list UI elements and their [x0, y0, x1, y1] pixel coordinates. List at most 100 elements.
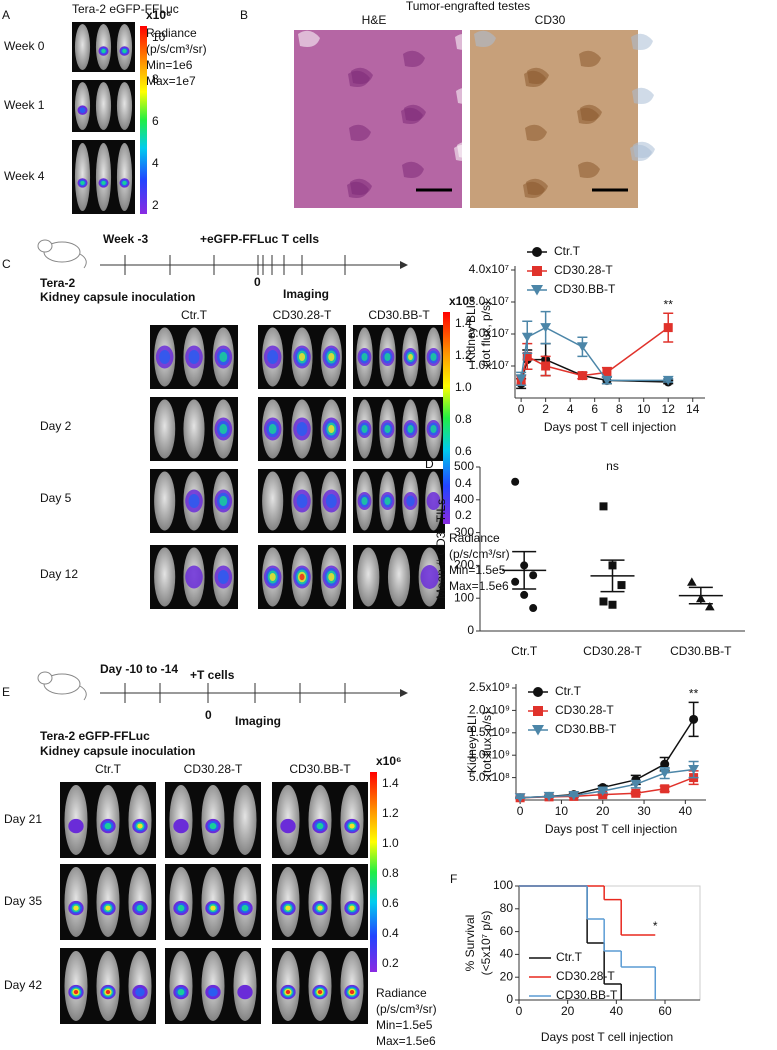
- mouse: [116, 82, 133, 130]
- colorbar-caption: Min=1.5e5: [376, 1018, 433, 1032]
- colorbar: [140, 26, 147, 214]
- bli-signal: [79, 107, 86, 114]
- histology-texture: [523, 181, 545, 198]
- x-tick-label: 40: [679, 804, 693, 818]
- bli-signal: [68, 818, 84, 834]
- histology-texture: [349, 124, 371, 141]
- histology-texture: [402, 161, 424, 178]
- x-tick-label: 20: [596, 804, 610, 818]
- row-label: Day 12: [40, 567, 78, 581]
- row-label: Day 42: [4, 978, 42, 992]
- bli-signal: [105, 905, 111, 911]
- data-point: [705, 602, 715, 611]
- legend-label: CD30.28-T: [555, 703, 614, 717]
- data-point: [662, 375, 674, 386]
- legend-label: CD30.BB-T: [554, 282, 616, 296]
- x-tick-label: CD30.BB-T: [670, 644, 732, 658]
- y-axis-title: Kidney BLI: [464, 305, 478, 363]
- x-tick-label: 0: [518, 402, 525, 416]
- mouse: [154, 399, 176, 459]
- bli-signal: [136, 904, 144, 912]
- histology-texture: [632, 87, 654, 104]
- bli-signal: [135, 987, 145, 997]
- data-point: [617, 581, 626, 590]
- data-point: [608, 600, 617, 609]
- bli-signal: [280, 818, 296, 834]
- colorbar-caption: (p/s/cm³/sr): [376, 1002, 437, 1016]
- y-axis-title: (<5x10⁷ p/s): [479, 911, 493, 976]
- y-tick-label: 200: [454, 558, 474, 572]
- mouse: [154, 471, 176, 531]
- bli-signal: [173, 818, 189, 834]
- timeline-label: Kidney capsule inoculation: [40, 290, 195, 304]
- bli-signal: [361, 425, 368, 433]
- mouse-head: [37, 671, 53, 685]
- x-tick-label: CD30.28-T: [583, 644, 642, 658]
- colorbar-tick-label: 0.8: [382, 866, 399, 880]
- colorbar-tick-label: 8: [152, 72, 159, 86]
- histology-texture: [579, 50, 601, 67]
- bli-signal: [349, 823, 355, 829]
- data-point: [522, 351, 532, 361]
- x-axis-title: Days post T cell injection: [541, 1030, 673, 1044]
- data-point: [529, 604, 538, 613]
- colorbar-tick-label: 0.8: [455, 412, 472, 426]
- x-tick-label: 10: [555, 804, 569, 818]
- x-tick-label: 40: [610, 1004, 624, 1018]
- x-axis-title: Days post T cell injection: [545, 822, 677, 836]
- bli-signal: [328, 573, 335, 581]
- colorbar-caption: Min=1e6: [146, 58, 193, 72]
- bli-signal: [317, 990, 323, 995]
- column-label: CD30.BB-T: [289, 762, 351, 776]
- histology-texture: [631, 33, 653, 50]
- bli-signal: [406, 495, 415, 507]
- sem-bar: [512, 550, 537, 590]
- sem-bar: [688, 586, 713, 605]
- histology-texture: [347, 181, 369, 198]
- data-point: [543, 791, 555, 802]
- y-tick-label: 0: [467, 623, 474, 637]
- data-point: [687, 577, 697, 586]
- histology-image: [294, 30, 462, 208]
- timeline-label: +eGFP-FFLuc T cells: [200, 232, 319, 246]
- mouse: [154, 547, 176, 607]
- row-label: Day 35: [4, 894, 42, 908]
- bli-signal: [73, 990, 79, 995]
- bli-signal: [299, 573, 305, 581]
- colorbar-tick-label: 0.6: [382, 896, 399, 910]
- colorbar-scale: x10⁶: [449, 294, 475, 308]
- colorbar-tick-label: 1.4: [382, 776, 399, 790]
- y-tick-label: 100: [454, 590, 474, 604]
- histology-texture: [298, 30, 320, 47]
- colorbar-tick-label: 4: [152, 156, 159, 170]
- bli-signal: [420, 565, 439, 589]
- colorbar-caption: (p/s/cm³/sr): [146, 42, 207, 56]
- legend-label: CD30.BB-T: [555, 722, 617, 736]
- bli-signal: [361, 497, 368, 505]
- y-tick-label: 1.5x10⁹: [469, 725, 510, 739]
- bli-signal: [316, 822, 324, 830]
- significance: **: [664, 297, 674, 311]
- y-tick-label: 2.0x10⁷: [469, 326, 509, 340]
- colorbar-tick-label: 1.0: [382, 836, 399, 850]
- data-point: [541, 361, 551, 371]
- bli-signal: [267, 349, 279, 365]
- x-tick-label: 4: [567, 402, 574, 416]
- bli-signal: [317, 905, 323, 911]
- y-tick-label: 20: [500, 969, 514, 983]
- panel-title: Tumor-engrafted testes: [406, 0, 530, 13]
- column-label: CD30.28-T: [273, 308, 332, 322]
- mouse: [357, 547, 380, 607]
- data-point: [660, 759, 670, 769]
- legend-marker: [532, 725, 544, 736]
- colorbar-scale: x10⁶: [146, 8, 172, 22]
- bli-signal: [268, 423, 277, 435]
- bli-signal: [237, 984, 253, 1000]
- x-tick-label: 14: [686, 402, 700, 416]
- mouse-tail: [79, 685, 87, 701]
- data-point: [540, 323, 552, 333]
- bli-signal: [122, 48, 127, 54]
- bli-signal: [269, 573, 276, 581]
- data-point: [577, 371, 587, 381]
- data-point: [568, 791, 580, 801]
